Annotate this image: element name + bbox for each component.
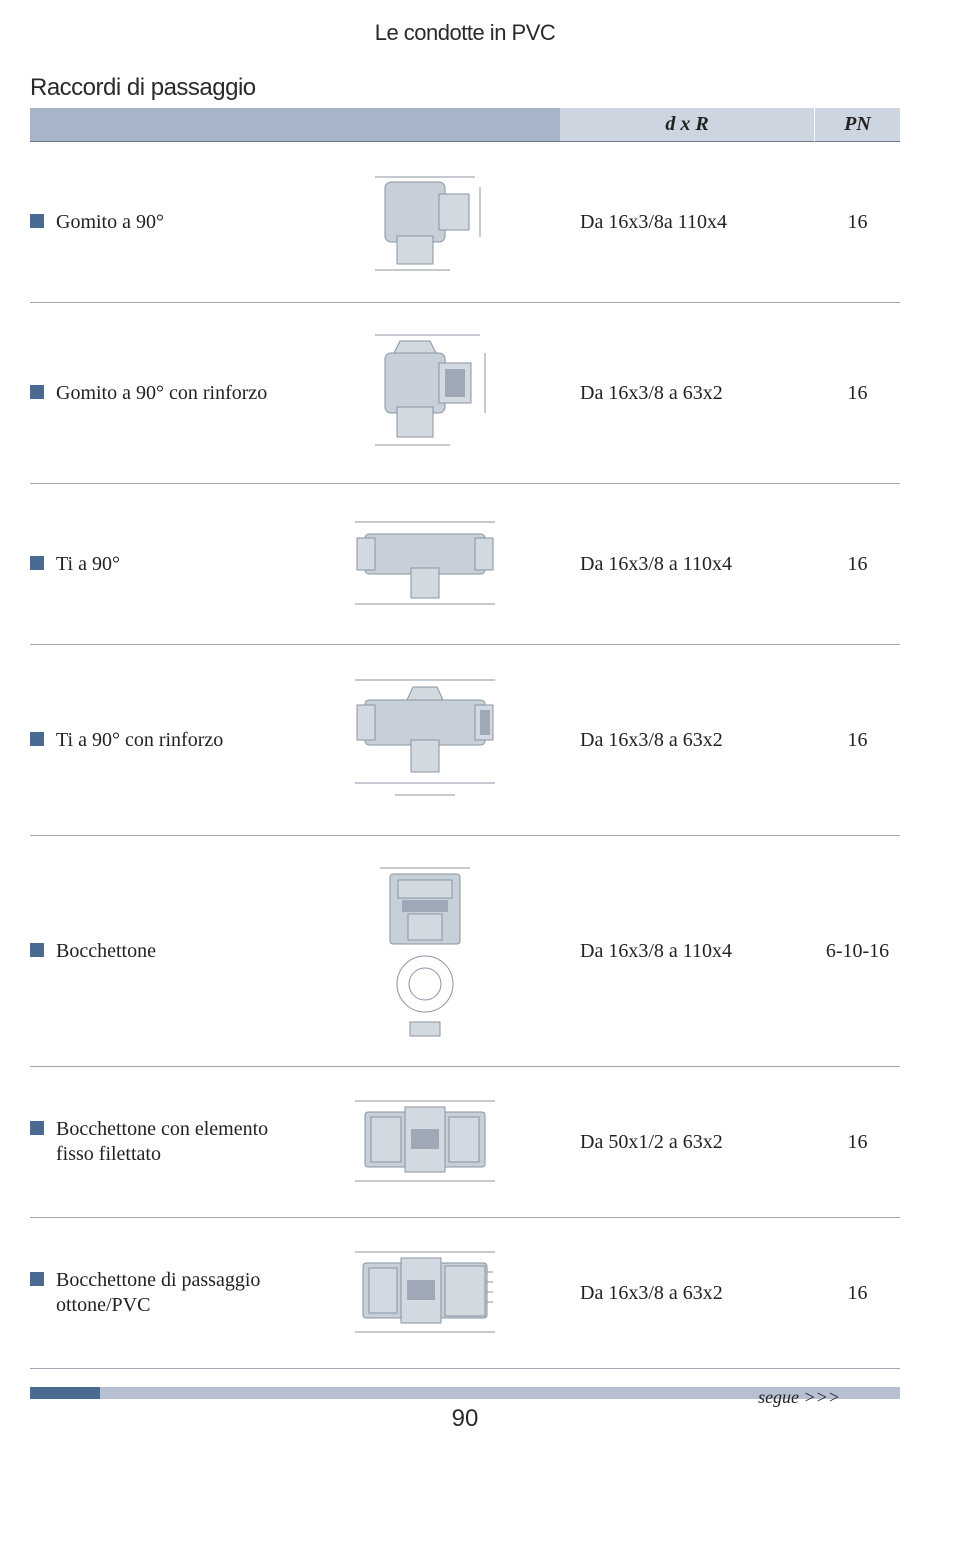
row-diagram [290,323,560,463]
table-body: Gomito a 90° Da 16x3/8a 110x4 16 Gomito … [30,142,900,1369]
bullet-icon [30,732,44,746]
row-label: Bocchettone di passaggio ottone/PVC [30,1268,290,1318]
header-dxr: d x R [560,108,815,142]
label-text: Bocchettone [56,939,156,964]
row-pn: 6-10-16 [815,940,900,963]
table-row: Bocchettone di passaggio ottone/PVC [30,1218,900,1369]
row-spec: Da 16x3/8 a 63x2 [560,382,815,405]
row-pn: 16 [815,211,900,234]
label-text: Bocchettone di passaggio ottone/PVC [56,1268,290,1318]
row-diagram [290,504,560,624]
table-row: Ti a 90° Da 16x3/8 a 110x4 16 [30,484,900,645]
table-row: Ti a 90° con rinforzo Da 16x3/8 a 63x2 1… [30,645,900,836]
label-text: Ti a 90° [56,552,120,577]
row-diagram [290,856,560,1046]
table-row: Gomito a 90° Da 16x3/8a 110x4 16 [30,142,900,303]
bullet-icon [30,214,44,228]
elbow-reinforced-diagram-icon [350,323,500,463]
row-pn: 16 [815,553,900,576]
table-row: Bocchettone con elemento fisso filettato… [30,1067,900,1218]
label-text: Bocchettone con elemento fisso filettato [56,1117,290,1167]
union-diagram-icon [350,856,500,1046]
row-pn: 16 [815,1282,900,1305]
row-pn: 16 [815,382,900,405]
table-row: Bocchettone Da 16x3/8 a 110x4 6-10-16 [30,836,900,1067]
page-title: Le condotte in PVC [30,20,900,46]
table-header: d x R PN [30,108,900,142]
label-text: Gomito a 90° [56,210,164,235]
union-brass-diagram-icon [335,1238,515,1348]
row-spec: Da 50x1/2 a 63x2 [560,1131,815,1154]
header-pn: PN [815,108,900,142]
label-text: Ti a 90° con rinforzo [56,728,223,753]
row-diagram [290,162,560,282]
row-diagram [290,1087,560,1197]
page-number: 90 [30,1405,900,1433]
section-title: Raccordi di passaggio [30,74,900,102]
bullet-icon [30,1272,44,1286]
row-spec: Da 16x3/8 a 110x4 [560,940,815,963]
row-spec: Da 16x3/8 a 110x4 [560,553,815,576]
row-spec: Da 16x3/8 a 63x2 [560,729,815,752]
label-text: Gomito a 90° con rinforzo [56,381,267,406]
union-fixed-diagram-icon [335,1087,515,1197]
tee-diagram-icon [335,504,515,624]
row-diagram [290,665,560,815]
row-label: Ti a 90° con rinforzo [30,728,290,753]
tee-reinforced-diagram-icon [335,665,515,815]
row-label: Bocchettone [30,939,290,964]
elbow-diagram-icon [355,162,495,282]
row-diagram [290,1238,560,1348]
page-footer: segue >>> 90 [30,1387,900,1433]
continue-text: segue >>> [758,1387,840,1408]
row-label: Gomito a 90° con rinforzo [30,381,290,406]
row-pn: 16 [815,1131,900,1154]
row-label: Gomito a 90° [30,210,290,235]
table-row: Gomito a 90° con rinforzo Da 16x3/8 a 63… [30,303,900,484]
row-label: Ti a 90° [30,552,290,577]
row-spec: Da 16x3/8 a 63x2 [560,1282,815,1305]
bullet-icon [30,1121,44,1135]
bullet-icon [30,943,44,957]
row-spec: Da 16x3/8a 110x4 [560,211,815,234]
bullet-icon [30,385,44,399]
row-label: Bocchettone con elemento fisso filettato [30,1117,290,1167]
row-pn: 16 [815,729,900,752]
bullet-icon [30,556,44,570]
header-empty [30,108,560,142]
